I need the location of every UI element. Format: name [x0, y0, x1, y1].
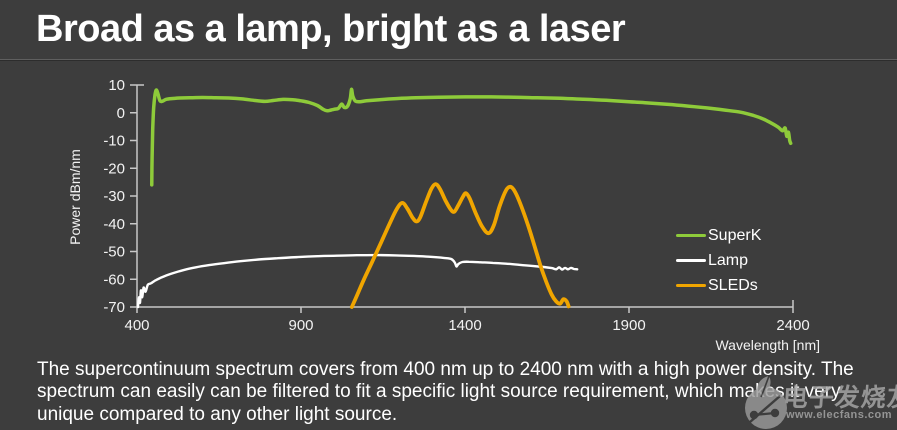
y-axis-title: Power dBm/nm: [67, 149, 83, 245]
y-tick-label: -70: [103, 299, 125, 316]
legend-item-superk: SuperK: [676, 223, 761, 248]
slide-title: Broad as a lamp, bright as a laser: [36, 8, 626, 50]
legend-label-sleds: SLEDs: [708, 276, 758, 294]
body-line-1: The supercontinuum spectrum covers from …: [37, 359, 854, 380]
y-tick-label: -30: [103, 188, 125, 205]
y-tick-label: -20: [103, 160, 125, 177]
legend-item-lamp: Lamp: [676, 248, 761, 273]
body-line-3: unique compared to any other light sourc…: [37, 403, 398, 425]
legend-item-sleds: SLEDs: [676, 273, 761, 298]
slide-body-text: The supercontinuum spectrum covers from …: [37, 359, 877, 426]
watermark: 电子发烧友 www.elecfans.com: [740, 372, 897, 430]
superk-line-swatch: [676, 234, 706, 237]
chart-legend: SuperK Lamp SLEDs: [676, 223, 761, 298]
y-tick-label: -10: [103, 133, 125, 150]
elecfans-logo-icon: [745, 375, 787, 429]
x-tick-label: 2400: [776, 317, 809, 334]
legend-label-lamp: Lamp: [708, 251, 749, 269]
series-line-superk: [150, 87, 793, 187]
series-line-lamp: [136, 253, 579, 309]
series-line-sleds: [349, 182, 571, 309]
lamp-line-swatch: [676, 259, 706, 262]
title-divider: [0, 59, 897, 60]
x-tick-label: 1400: [448, 317, 481, 334]
y-tick-label: -40: [103, 216, 125, 233]
x-tick-label: 400: [124, 317, 149, 334]
title-divider-shadow: [0, 60, 897, 61]
x-axis-title: Wavelength [nm]: [715, 337, 820, 353]
y-tick-label: 0: [117, 105, 125, 122]
sleds-line-swatch: [676, 284, 706, 287]
legend-label-superk: SuperK: [708, 226, 762, 244]
y-tick-label: -50: [103, 244, 125, 261]
x-tick-label: 900: [288, 317, 313, 334]
x-tick-label: 1900: [612, 317, 645, 334]
y-tick-label: 10: [108, 77, 125, 94]
body-line-2: spectrum can easily can be filtered to f…: [37, 381, 841, 403]
watermark-url-text: www.elecfans.com: [786, 409, 893, 421]
y-tick-label: -60: [103, 271, 125, 288]
